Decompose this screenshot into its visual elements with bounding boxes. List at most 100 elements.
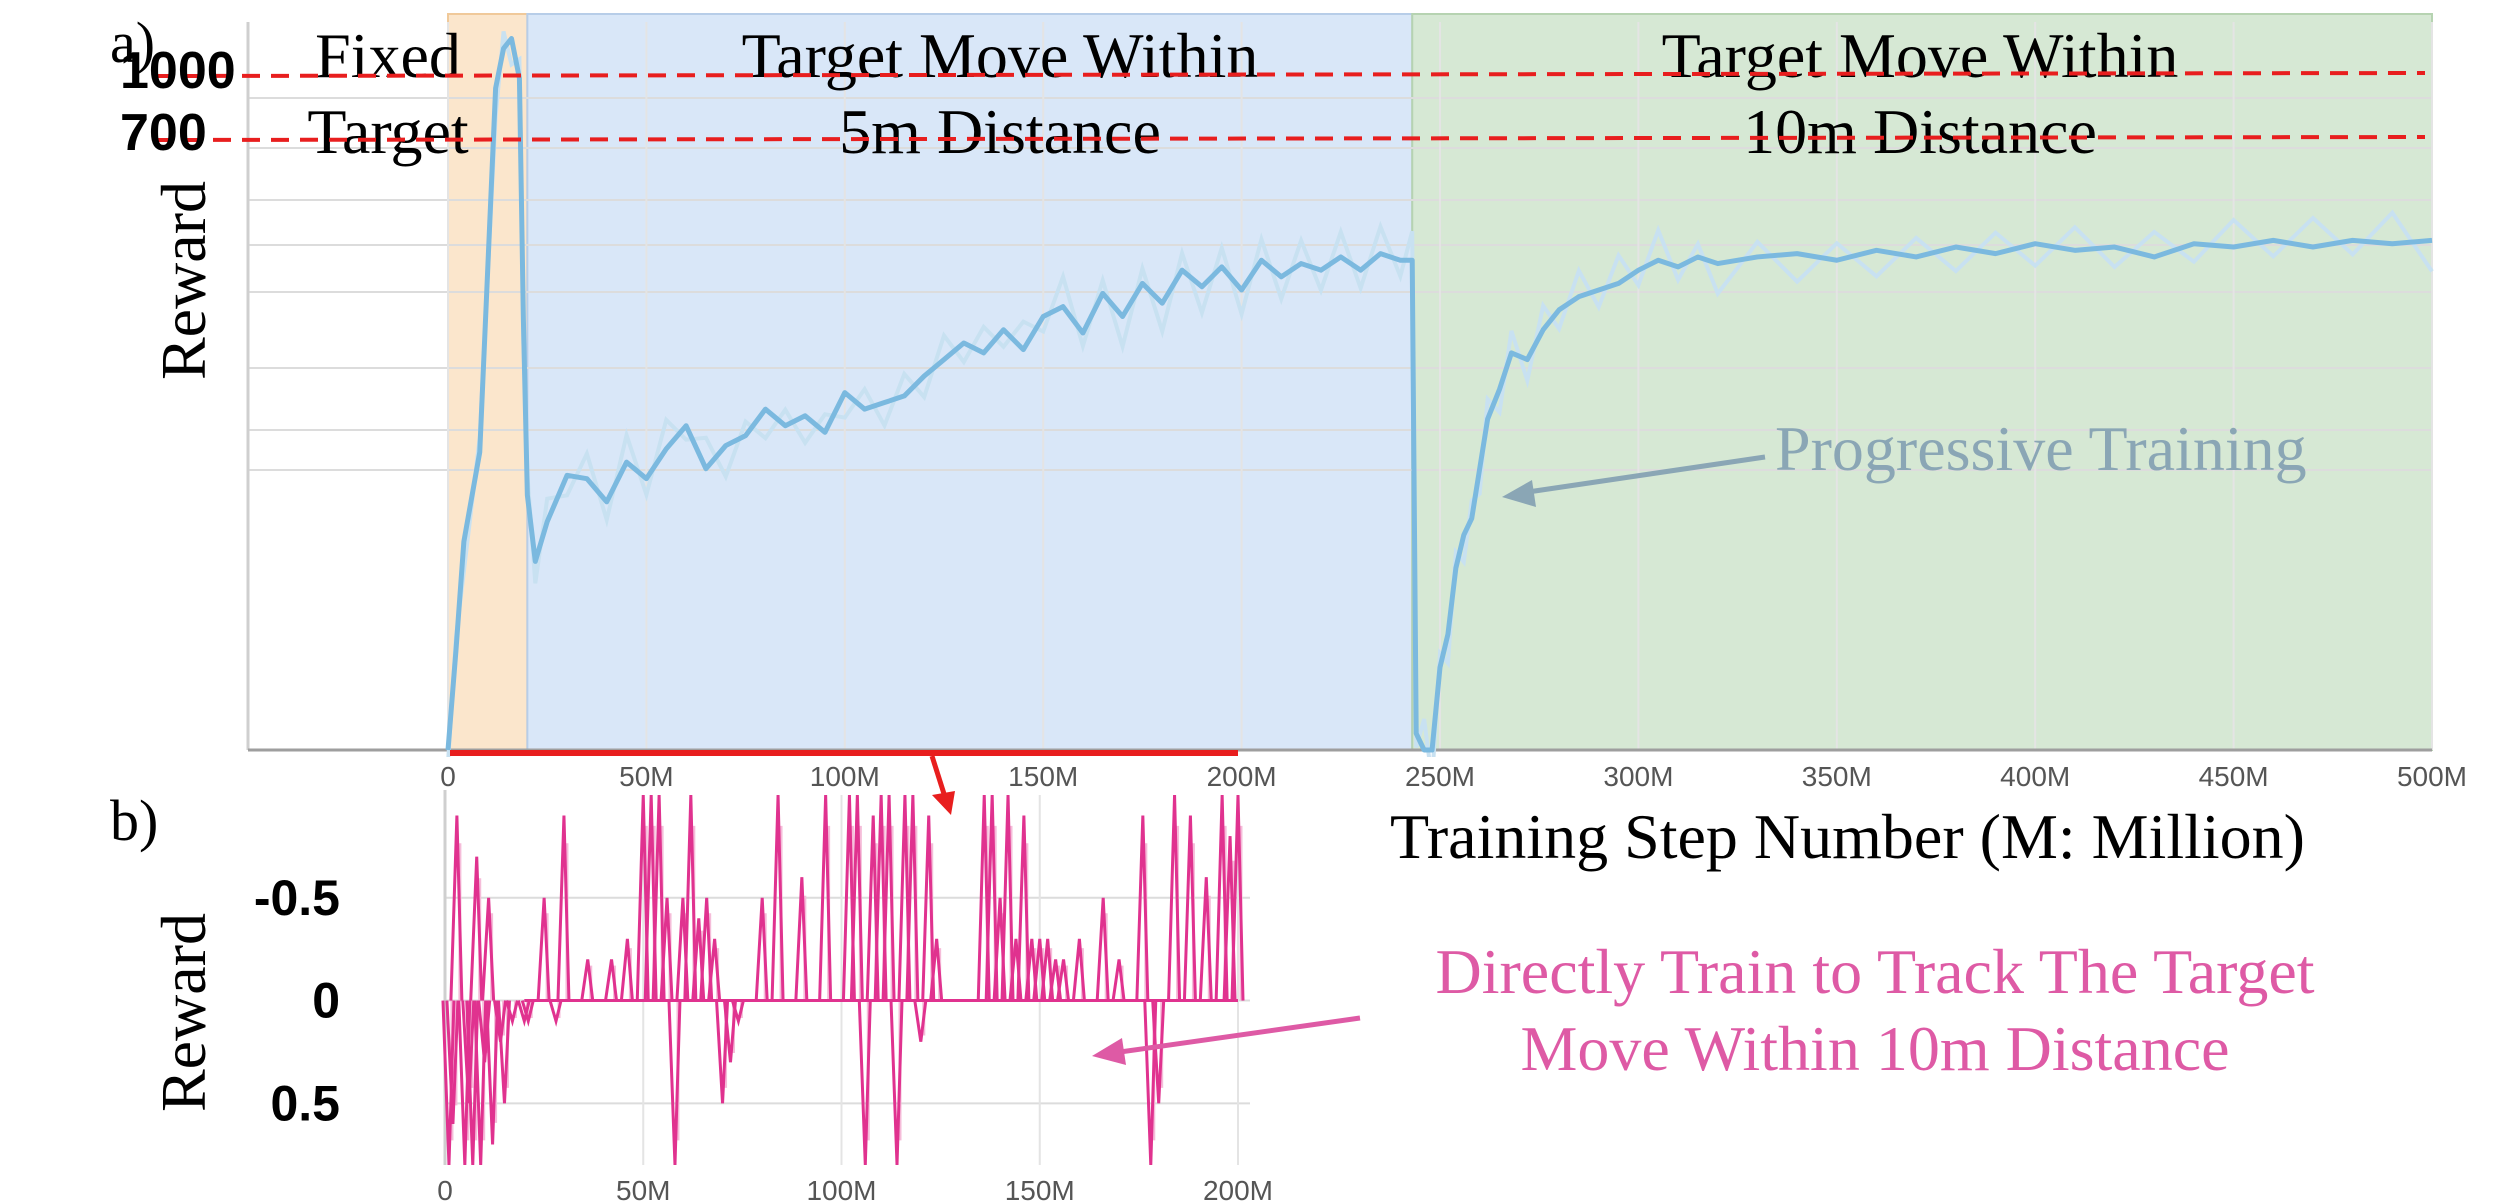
series-spike [619,938,634,1001]
x-tick-label: 50M [619,761,673,792]
phase-label-fixed: Fixed [315,20,461,91]
series-spike [889,1000,904,1166]
series-spike [881,794,896,1001]
x-tick-label-b: 150M [1005,1175,1075,1202]
series-spike [496,1000,511,1104]
y-tick-label-b: 0 [312,973,340,1029]
panel-a-xlabel: Training Step Number (M: Million) [1390,801,2305,872]
reference-line-1000 [154,71,2426,78]
series-spike [1016,815,1031,1001]
x-tick-label: 250M [1405,761,1475,792]
series-spike [580,959,595,1001]
annotation-arrow [1527,454,1766,495]
annotation-direct-training-line: Move Within 10m Distance [1520,1013,2229,1084]
x-tick-label-b: 0 [437,1175,453,1202]
series-spike [794,877,809,1001]
series-spike [1056,959,1071,1001]
grid-lines [248,22,2433,750]
panel-a-label: a) [110,10,155,75]
x-tick-label: 150M [1008,761,1078,792]
series-spike [536,897,551,1001]
series-spike [481,897,496,1001]
y-tick-labels-b: 0.5 0 -0.5 [254,870,340,1132]
series-progressive-training [445,36,2433,753]
x-tick-label: 300M [1603,761,1673,792]
panel-b-label: b) [110,788,158,853]
annotation-progressive-training: Progressive Training [1775,413,2307,484]
series-spike [722,1000,737,1063]
phase-label-fixed: Target [307,96,469,167]
series-direct-training [441,794,1245,1166]
series-spike [548,1000,563,1027]
x-tick-label: 450M [2199,761,2269,792]
series-spike [667,1000,682,1166]
phase-label-move5: 5m Distance [839,96,1161,167]
progressive-training-annotation: Progressive Training [1502,413,2307,507]
series-spike [1111,959,1126,1001]
series-spike [905,794,920,1001]
series-spike [818,794,833,1001]
phase-band-fixed [447,13,529,751]
series-spike [857,1000,872,1166]
series-spike [683,794,698,1001]
panel-a-ylabel: Reward [148,181,219,380]
panel-b-ylabel: Reward [148,913,219,1112]
x-tick-label: 350M [1802,761,1872,792]
panel-b: 0.5 0 -0.5 0 50M 100M 150M 200M b) Reward Dire… [110,788,2315,1202]
series-spike [604,959,619,1001]
x-tick-label-b: 100M [806,1175,876,1202]
series-spike [1135,815,1150,1001]
series-spike [449,815,464,1001]
series-spike [754,897,769,1001]
series-spike [1182,815,1197,1001]
x-tick-labels-b: 0 50M 100M 150M 200M [437,1175,1273,1202]
annotation-arrowhead-b [1092,1038,1126,1065]
series-spike [1167,794,1182,1001]
x-tick-label: 500M [2397,761,2467,792]
phase-label-move10: 10m Distance [1743,96,2097,167]
series-spike [469,856,484,1001]
highlight-arrow [929,755,955,815]
reference-label-1000: 1000 [120,42,236,100]
series-spike [1095,897,1110,1001]
series-spike [913,1000,928,1042]
series-spike [1040,938,1055,1001]
series-spike [1198,877,1213,1001]
series-spike [516,1000,531,1027]
y-tick-label-b: 0.5 [270,1075,340,1131]
series-spike [715,1000,730,1104]
series-spike [699,897,714,1001]
series-spike [730,1000,745,1027]
series-spike [1000,794,1015,1001]
series-spike [461,1000,476,1104]
x-tick-label-b: 200M [1203,1175,1273,1202]
series-spike [445,1000,460,1124]
series-spike [651,794,666,1001]
phase-label-move5: Target Move Within [742,20,1259,91]
series-spike [556,815,571,1001]
reference-line-700 [154,135,2426,142]
series-spike [929,938,944,1001]
annotation-arrow-b [1119,1015,1361,1055]
x-tick-label: 200M [1207,761,1277,792]
y-tick-label-b: -0.5 [254,870,340,926]
series-spike [707,938,722,1001]
series-spike [1230,794,1245,1001]
annotation-direct-training-line: Directly Train to Track The Target [1435,936,2314,1007]
x-tick-label: 100M [810,761,880,792]
series-spike [1071,938,1086,1001]
series-spike [485,1000,500,1145]
series-spike [520,1000,535,1027]
series-spike [770,794,785,1001]
series-spike [849,794,864,1001]
series-spike [659,897,674,1001]
series-spike [1143,1000,1158,1166]
x-tick-label: 0 [440,761,456,792]
x-tick-label: 400M [2000,761,2070,792]
series-spike [921,815,936,1001]
